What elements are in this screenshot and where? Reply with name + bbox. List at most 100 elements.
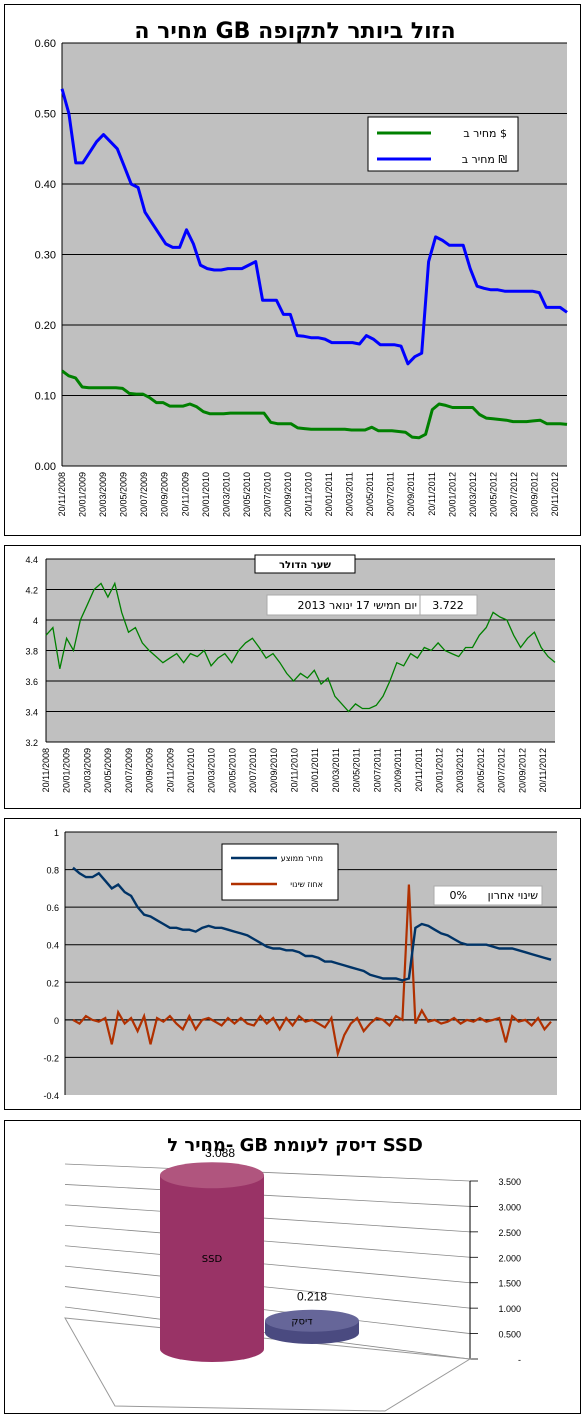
- y-tick-label: 0.60: [35, 38, 56, 50]
- y-tick-label: 2.500: [498, 1228, 521, 1238]
- x-tick-label: 20/03/2010: [221, 472, 231, 517]
- x-tick-label: 20/11/2012: [550, 472, 560, 516]
- x-tick-label: 20/09/2010: [269, 748, 279, 793]
- y-tick-label: 3.4: [25, 708, 38, 718]
- y-tick-label: 0.6: [46, 903, 59, 913]
- y-tick-label: 1.500: [498, 1279, 521, 1289]
- x-tick-label: 20/03/2011: [345, 472, 355, 516]
- x-tick-label: 20/03/2009: [98, 472, 108, 517]
- legend-label: אחוז שינוי: [290, 880, 323, 889]
- x-tick-label: 20/09/2012: [517, 748, 527, 793]
- bar-ssd-top: [160, 1162, 264, 1189]
- x-tick-label: 20/07/2011: [372, 748, 382, 792]
- y-tick-label: 3.000: [498, 1202, 521, 1212]
- y-tick-label: 0.40: [35, 179, 56, 191]
- y-tick-label: -0.4: [43, 1091, 59, 1101]
- y-tick-label: 0.20: [35, 320, 56, 332]
- x-tick-label: 20/05/2009: [119, 472, 129, 517]
- x-tick-label: 20/03/2010: [207, 748, 217, 793]
- dollar-rate-chart: 3.2 3.4 3.6 3.8 4 4.2 4.4 20/11/2008 20/01/2009 2…: [25, 554, 556, 793]
- x-tick-label: 20/03/2009: [82, 748, 92, 793]
- y-tick-label: 0.10: [35, 391, 56, 403]
- gridline: [64, 1265, 471, 1309]
- x-tick-label: 20/03/2012: [455, 748, 465, 793]
- chart-title: מחיר ה GB הזול ביותר לתקופה: [134, 19, 455, 44]
- category-label-ssd: SSD: [202, 1254, 223, 1265]
- annotation-box: [266, 594, 478, 616]
- x-tick-label: 20/01/2011: [310, 748, 320, 792]
- series-line-0: [61, 369, 568, 440]
- x-tick-label: 20/05/2010: [227, 748, 237, 793]
- x-tick-label: 20/07/2012: [509, 472, 519, 517]
- y-tick-label: 0.4: [46, 941, 59, 951]
- series-line-1: [60, 88, 568, 366]
- series-line-change: [72, 884, 552, 1059]
- legend-label: מחיר ב $: [463, 127, 507, 140]
- annotation-value: 3.722: [432, 599, 464, 612]
- y-tick-label: 0.2: [46, 978, 59, 988]
- x-tick-label: 20/05/2010: [242, 472, 252, 517]
- gridline: [64, 1286, 471, 1334]
- x-tick-label: 20/01/2009: [78, 472, 88, 517]
- x-tick-label: 20/01/2010: [201, 472, 211, 517]
- y-tick-label: -: [518, 1355, 521, 1365]
- y-tick-label: 0.8: [46, 866, 59, 876]
- gridline: [64, 1224, 471, 1258]
- floor: [64, 1317, 472, 1412]
- category-label-disk: דיסק: [291, 1317, 313, 1328]
- bar-ssd-side: [160, 1175, 264, 1362]
- x-tick-label: 20/01/2011: [324, 472, 334, 516]
- annotation-value: 0%: [450, 889, 467, 902]
- x-tick-label: 20/05/2012: [488, 472, 498, 517]
- chart-panel-ssd-vs-disk: מחיר ל- GB דיסק לעומת SSD - 0.500 1.000 1.50…: [4, 1120, 581, 1414]
- y-tick-label: 2.000: [498, 1253, 521, 1263]
- y-tick-label: 0.500: [498, 1330, 521, 1340]
- legend-box: [221, 843, 339, 901]
- x-tick-label: 20/11/2008: [57, 472, 67, 516]
- chart-panel-average-price: -0.4 -0.2 0 0.2 0.4 0.6 0.8 1 מחיר ממוצע אחוז שינ…: [4, 818, 581, 1110]
- gridline: [64, 1184, 471, 1207]
- x-tick-label: 20/01/2010: [186, 748, 196, 793]
- legend-box: [367, 116, 519, 172]
- x-tick-label: 20/07/2010: [262, 472, 272, 517]
- chart-title: שער הדולר: [279, 560, 331, 571]
- annotation-label: שינוי אחרון: [488, 889, 539, 902]
- gb-price-chart: 0.00 0.10 0.20 0.30 0.40 0.50 0.60 20/11/2008 20…: [35, 19, 568, 517]
- y-tick-label: 3.6: [25, 677, 38, 687]
- ssd-vs-disk-chart: מחיר ל- GB דיסק לעומת SSD - 0.500 1.000 1.50…: [64, 1135, 521, 1412]
- y-tick-label: 3.500: [498, 1177, 521, 1187]
- x-tick-label: 20/07/2009: [139, 472, 149, 517]
- gridline: [64, 1245, 471, 1284]
- x-tick-label: 20/11/2010: [304, 472, 314, 516]
- annotation-box: [433, 885, 543, 906]
- y-tick-label: 3.2: [25, 738, 38, 748]
- x-tick-label: 20/01/2012: [447, 472, 457, 517]
- y-tick-label: 1.000: [498, 1304, 521, 1314]
- y-tick-label: 4: [33, 616, 38, 626]
- x-tick-label: 20/11/2008: [41, 748, 51, 792]
- average-price-chart: -0.4 -0.2 0 0.2 0.4 0.6 0.8 1 מחיר ממוצע אחוז שינ…: [43, 828, 557, 1101]
- y-tick-label: 0: [54, 1016, 59, 1026]
- value-label-disk: 0.218: [297, 1290, 327, 1304]
- series-line: [45, 581, 556, 713]
- y-tick-label: 1: [54, 828, 59, 838]
- legend-label: מחיר ב ₪: [462, 153, 508, 166]
- x-tick-label: 20/07/2011: [386, 472, 396, 516]
- chart-panel-gb-price: 0.00 0.10 0.20 0.30 0.40 0.50 0.60 20/11/2008 20…: [4, 4, 581, 536]
- chart-panel-dollar-rate: 3.2 3.4 3.6 3.8 4 4.2 4.4 20/11/2008 20/01/2009 2…: [4, 545, 581, 809]
- y-tick-label: 0.30: [35, 250, 56, 262]
- x-tick-label: 20/09/2012: [529, 472, 539, 517]
- x-tick-label: 20/11/2009: [180, 472, 190, 516]
- x-tick-label: 20/09/2011: [406, 472, 416, 516]
- bar-disk-top: [265, 1309, 359, 1332]
- x-tick-label: 20/11/2011: [427, 472, 437, 516]
- x-tick-label: 20/09/2011: [393, 748, 403, 792]
- x-tick-label: 20/05/2011: [352, 748, 362, 792]
- gridline: [64, 1163, 471, 1182]
- x-tick-label: 20/07/2010: [248, 748, 258, 793]
- y-tick-label: 4.2: [25, 586, 38, 596]
- x-tick-label: 20/11/2009: [165, 748, 175, 792]
- x-tick-label: 20/05/2011: [365, 472, 375, 516]
- x-tick-label: 20/01/2012: [434, 748, 444, 793]
- x-tick-label: 20/07/2009: [124, 748, 134, 793]
